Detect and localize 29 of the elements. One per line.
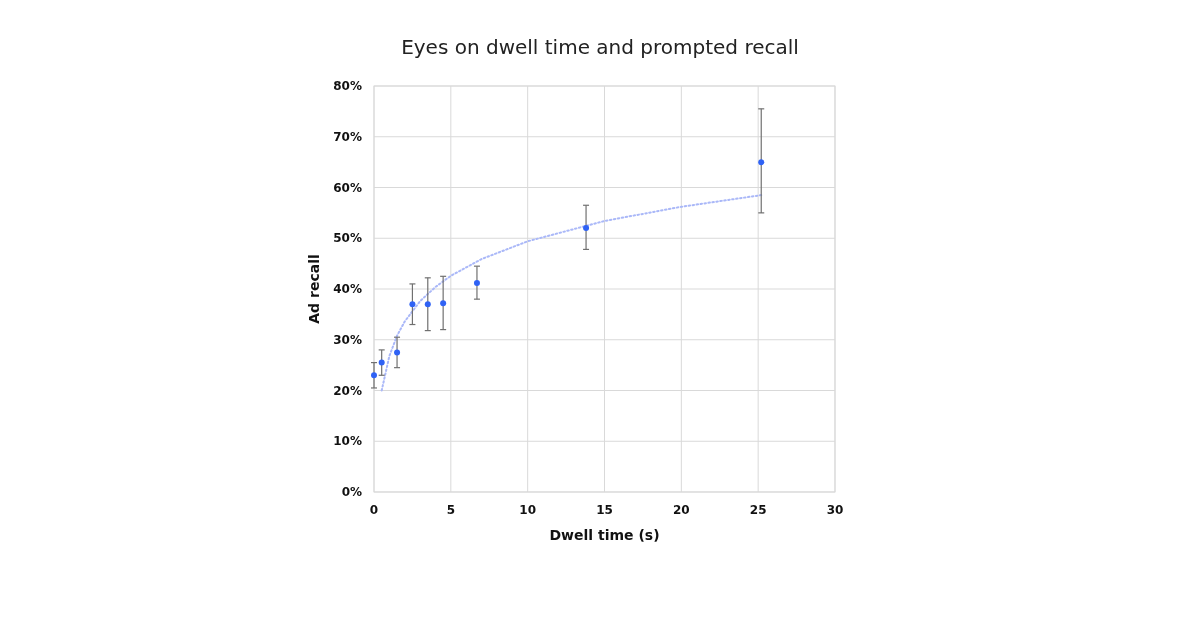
x-tick-label: 20: [672, 503, 690, 517]
x-tick-label: 0: [369, 503, 379, 517]
y-tick-label: 60%: [333, 180, 362, 195]
point: [758, 159, 765, 166]
point: [409, 301, 416, 308]
y-tick-label: 40%: [333, 282, 362, 296]
point: [371, 372, 377, 379]
y-tick-label: 10%: [333, 434, 362, 449]
line-series: [380, 194, 763, 392]
y-tick-label: 30%: [333, 332, 362, 347]
x-tick-label: 25: [749, 503, 767, 517]
y-tick-label: 20%: [333, 383, 362, 398]
point: [424, 301, 431, 308]
point: [583, 225, 590, 232]
point: [440, 300, 447, 307]
x-tick-label: 5: [446, 503, 456, 517]
y-tick-label: 80%: [333, 79, 362, 93]
y-tick-label: 0%: [341, 485, 362, 499]
x-tick-label: 10: [519, 503, 537, 517]
y-tick-label: 50%: [333, 231, 362, 246]
chart-title: Eyes on dwell time and prompted recall: [401, 35, 799, 59]
x-tick-label: 15: [596, 503, 613, 517]
x-tick-label: 30: [826, 503, 844, 517]
x-axis-title: Dwell time (s): [549, 527, 660, 543]
point: [378, 359, 385, 366]
y-axis-title: Ad recall: [306, 254, 322, 324]
y-tick-label: 70%: [333, 129, 362, 144]
point: [473, 279, 480, 286]
point: [394, 349, 401, 356]
